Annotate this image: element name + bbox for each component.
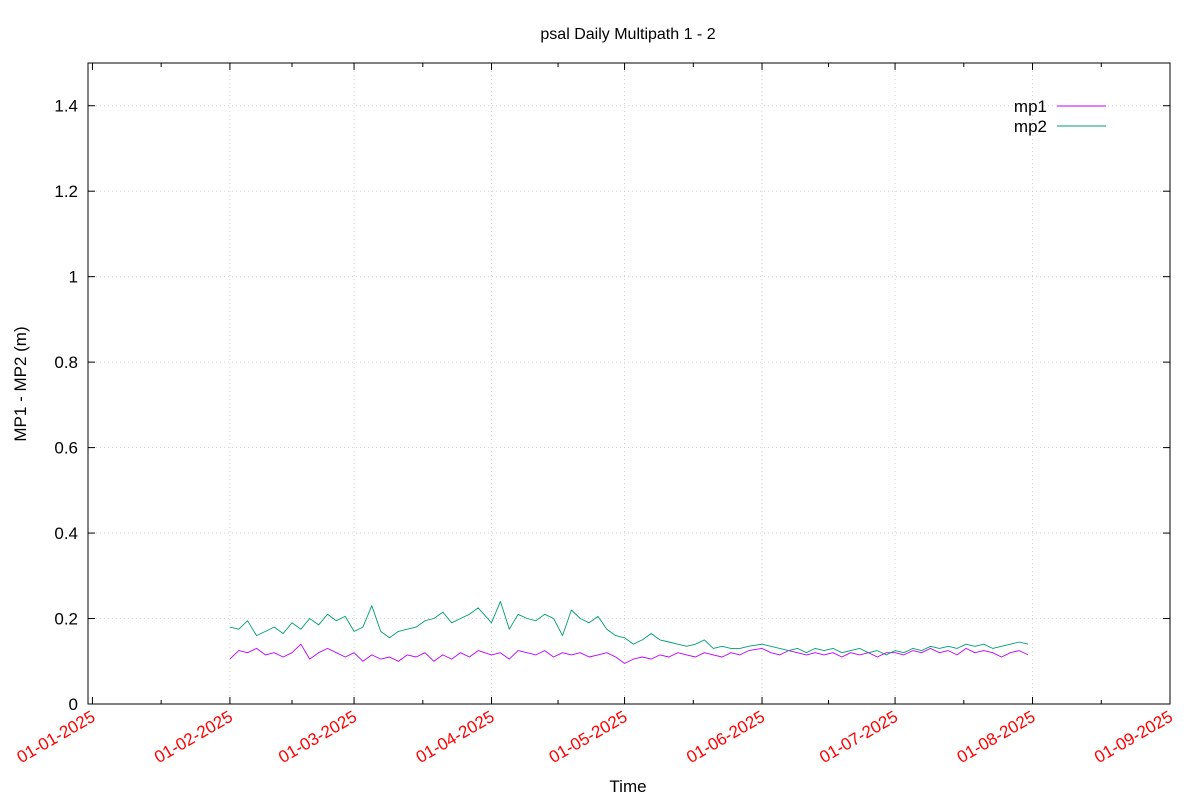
x-tick-label: 01-06-2025 <box>683 707 768 767</box>
series-line-mp1 <box>229 643 1029 664</box>
x-tick-label: 01-02-2025 <box>151 707 236 767</box>
x-tick-label: 01-04-2025 <box>413 707 498 767</box>
y-tick-label: 0.2 <box>54 610 78 629</box>
series-line-mp2 <box>229 600 1029 656</box>
chart-title: psal Daily Multipath 1 - 2 <box>540 26 715 43</box>
x-tick-label: 01-09-2025 <box>1091 707 1176 767</box>
x-tick-label: 01-05-2025 <box>546 707 631 767</box>
x-tick-label: 01-03-2025 <box>275 707 360 767</box>
plot-frame <box>87 62 1171 705</box>
y-axis: 0 0.2 0.4 0.6 0.8 1 1.2 1.4 <box>54 97 1170 714</box>
y-tick-label: 0 <box>69 695 78 714</box>
y-tick-label: 1.4 <box>54 97 78 116</box>
x-tick-label: 01-08-2025 <box>954 707 1039 767</box>
y-axis-label: MP1 - MP2 (m) <box>11 326 30 441</box>
x-tick-label: 01-01-2025 <box>14 707 99 767</box>
y-tick-label: 0.4 <box>54 524 78 543</box>
legend-label-mp1: mp1 <box>1014 97 1047 116</box>
grid <box>88 63 1170 704</box>
y-tick-label: 1.2 <box>54 182 78 201</box>
y-tick-label: 0.6 <box>54 439 78 458</box>
series-lines <box>229 600 1029 664</box>
legend-label-mp2: mp2 <box>1014 117 1047 136</box>
x-axis-label: Time <box>609 777 646 796</box>
x-tick-label: 01-07-2025 <box>816 707 901 767</box>
y-tick-label: 0.8 <box>54 353 78 372</box>
y-tick-label: 1 <box>69 268 78 287</box>
x-axis: 01-01-2025 01-02-2025 01-03-2025 01-04-2025… <box>14 63 1176 767</box>
